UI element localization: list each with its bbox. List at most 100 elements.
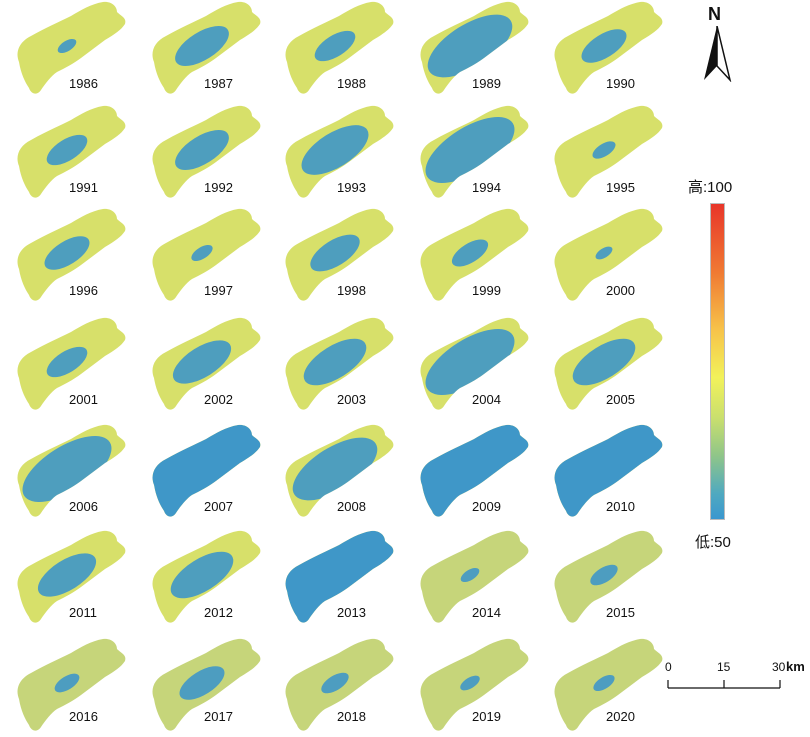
- low-value-area: [175, 25, 229, 67]
- lake-map: [420, 530, 529, 623]
- lake-panel-2004: 2004: [408, 316, 540, 416]
- low-value-area: [37, 553, 97, 597]
- north-arrow-icon: [704, 26, 732, 82]
- year-label: 1993: [337, 180, 366, 195]
- lake-panel-2011: 2011: [5, 529, 137, 629]
- low-value-area: [152, 424, 261, 517]
- scale-unit: km: [786, 659, 805, 674]
- lake-map: [285, 317, 394, 410]
- scale-tick-0: 0: [665, 660, 672, 674]
- low-value-area: [179, 666, 225, 700]
- low-value-area: [554, 424, 663, 517]
- lake-map: [17, 1, 126, 94]
- low-value-area: [420, 424, 529, 517]
- year-label: 1994: [472, 180, 501, 195]
- lake-panel-2006: 2006: [5, 423, 137, 523]
- scale-bar: 0 15 30 km: [664, 658, 810, 698]
- year-label: 2000: [606, 283, 635, 298]
- year-label: 2002: [204, 392, 233, 407]
- lake-map: [152, 638, 261, 731]
- year-label: 2015: [606, 605, 635, 620]
- lake-panel-1988: 1988: [273, 0, 405, 100]
- lake-panel-2018: 2018: [273, 637, 405, 737]
- lake-map: [554, 1, 663, 94]
- low-value-area: [314, 30, 356, 62]
- low-value-area: [54, 673, 80, 693]
- lake-panel-1998: 1998: [273, 207, 405, 307]
- low-value-area: [22, 436, 112, 502]
- lake-map: [420, 208, 529, 301]
- lake-panel-2007: 2007: [140, 423, 272, 523]
- lake-map: [285, 530, 394, 623]
- low-value-area: [451, 239, 489, 267]
- lake-panel-1993: 1993: [273, 104, 405, 204]
- scale-tick-15: 15: [717, 660, 731, 674]
- year-label: 2010: [606, 499, 635, 514]
- low-value-area: [46, 134, 88, 166]
- lake-map: [17, 638, 126, 731]
- lake-map: [17, 424, 126, 517]
- low-value-area: [57, 38, 77, 54]
- lake-panel-2015: 2015: [542, 529, 674, 629]
- low-value-area: [593, 674, 615, 692]
- lake-map: [17, 208, 126, 301]
- lake-map: [420, 638, 529, 731]
- lake-panel-2020: 2020: [542, 637, 674, 737]
- year-label: 1991: [69, 180, 98, 195]
- lake-panel-2013: 2013: [273, 529, 405, 629]
- low-value-area: [590, 564, 618, 586]
- lake-panel-2016: 2016: [5, 637, 137, 737]
- year-label: 2004: [472, 392, 501, 407]
- lake-panel-1995: 1995: [542, 104, 674, 204]
- low-value-area: [191, 244, 213, 262]
- lake-map: [554, 208, 663, 301]
- lake-panel-2001: 2001: [5, 316, 137, 416]
- low-value-area: [460, 675, 480, 691]
- year-label: 2009: [472, 499, 501, 514]
- lake-map: [17, 317, 126, 410]
- low-value-area: [425, 329, 515, 395]
- north-arrow: N: [698, 4, 738, 82]
- lake-panel-2002: 2002: [140, 316, 272, 416]
- lake-panel-2009: 2009: [408, 423, 540, 523]
- lake-panel-2010: 2010: [542, 423, 674, 523]
- lake-map: [420, 317, 529, 410]
- lake-map: [285, 638, 394, 731]
- lake-map: [17, 530, 126, 623]
- lake-map: [285, 208, 394, 301]
- low-value-area: [303, 338, 367, 386]
- low-value-area: [285, 530, 394, 623]
- lake-panel-1990: 1990: [542, 0, 674, 100]
- year-label: 2017: [204, 709, 233, 724]
- lake-map: [152, 105, 261, 198]
- lake-panel-1986: 1986: [5, 0, 137, 100]
- lake-map: [152, 1, 261, 94]
- lake-panel-2019: 2019: [408, 637, 540, 737]
- year-label: 2001: [69, 392, 98, 407]
- year-label: 1986: [69, 76, 98, 91]
- lake-panel-2005: 2005: [542, 316, 674, 416]
- year-label: 1999: [472, 283, 501, 298]
- low-value-area: [321, 672, 349, 694]
- low-value-area: [175, 129, 229, 171]
- year-label: 2007: [204, 499, 233, 514]
- year-label: 1998: [337, 283, 366, 298]
- lake-map: [420, 424, 529, 517]
- lake-panel-1989: 1989: [408, 0, 540, 100]
- year-label: 2019: [472, 709, 501, 724]
- low-value-area: [592, 141, 616, 159]
- lake-map: [152, 317, 261, 410]
- lake-panel-1994: 1994: [408, 104, 540, 204]
- lake-panel-1987: 1987: [140, 0, 272, 100]
- lake-panel-2012: 2012: [140, 529, 272, 629]
- lake-panel-1992: 1992: [140, 104, 272, 204]
- lake-map: [554, 317, 663, 410]
- year-label: 2012: [204, 605, 233, 620]
- year-label: 1992: [204, 180, 233, 195]
- low-value-area: [310, 234, 360, 272]
- low-value-area: [46, 346, 88, 378]
- year-label: 1995: [606, 180, 635, 195]
- year-label: 2006: [69, 499, 98, 514]
- lake-map: [554, 530, 663, 623]
- lake-panel-2008: 2008: [273, 423, 405, 523]
